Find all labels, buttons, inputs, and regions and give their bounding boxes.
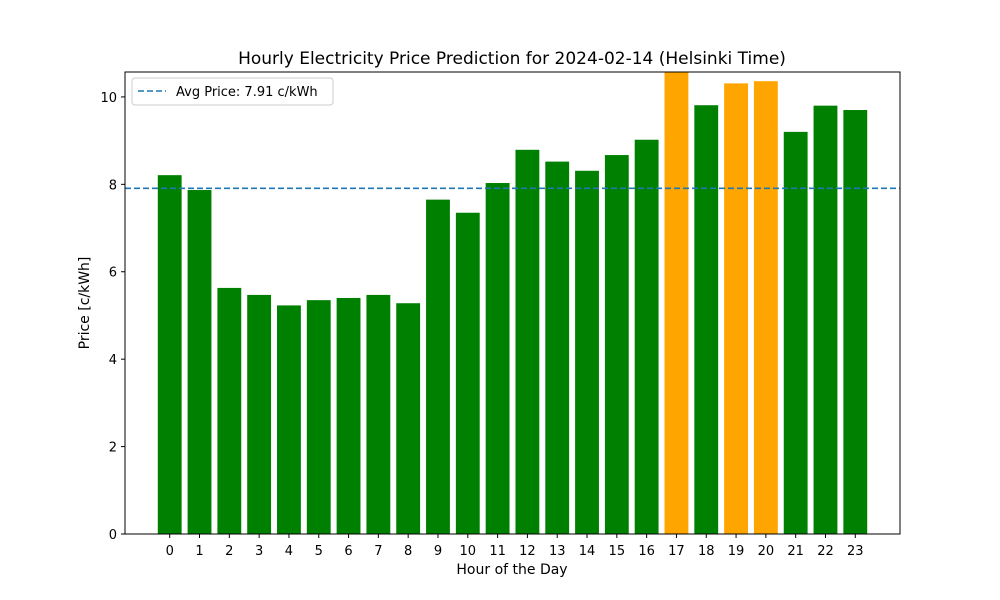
x-tick-label: 17: [668, 544, 685, 559]
bar-hour-3: [247, 294, 272, 534]
bar-hour-17: [664, 72, 689, 534]
y-tick-label: 10: [100, 91, 117, 106]
x-tick-label: 18: [698, 544, 715, 559]
legend-box: [131, 77, 334, 106]
x-tick-label: 6: [344, 544, 352, 559]
x-tick-label: 5: [315, 544, 323, 559]
x-tick-label: 10: [460, 544, 477, 559]
x-tick-label: 19: [728, 544, 745, 559]
bar-hour-14: [575, 170, 599, 534]
x-tick-label: 9: [434, 544, 442, 559]
x-axis-ticks: 0 1 2 3 4 5 6 7 8 9 10 11 12 13 14 15 16 17 18 19 20 21 22 23: [166, 534, 864, 559]
x-axis-label: Hour of the Day: [456, 562, 567, 578]
bar-hour-4: [277, 305, 301, 534]
y-tick-label: 0: [109, 528, 117, 543]
x-tick-label: 13: [549, 544, 566, 559]
bar-hour-16: [634, 139, 659, 534]
x-tick-label: 22: [817, 544, 834, 559]
bar-hour-19: [724, 83, 748, 535]
x-tick-label: 0: [166, 544, 174, 559]
bar-hour-20: [753, 81, 778, 535]
x-tick-label: 8: [404, 544, 412, 559]
x-tick-label: 4: [285, 544, 293, 559]
x-tick-label: 16: [638, 544, 655, 559]
bar-hour-10: [455, 212, 480, 535]
plot-frame: [124, 71, 901, 535]
bar-hour-8: [396, 303, 421, 534]
bar-hour-23: [843, 110, 868, 534]
x-tick-label: 14: [579, 544, 596, 559]
y-axis-ticks: 0 2 4 6 8 10: [100, 91, 125, 543]
y-tick-label: 8: [109, 178, 117, 193]
x-tick-label: 11: [489, 544, 506, 559]
x-tick-label: 15: [609, 544, 626, 559]
x-tick-label: 1: [195, 544, 203, 559]
bar-hour-2: [217, 287, 242, 534]
legend-avg-price-label: Avg Price: 7.91 c/kWh: [176, 85, 318, 100]
x-tick-label: 7: [374, 544, 382, 559]
bar-hour-11: [485, 183, 510, 534]
y-axis-label: Price [c/kWh]: [77, 257, 93, 350]
bar-hour-22: [813, 105, 838, 534]
bar-hour-7: [366, 294, 391, 534]
y-tick-label: 2: [109, 441, 117, 456]
chart-title: Hourly Electricity Price Prediction for …: [238, 49, 786, 69]
x-tick-label: 23: [847, 544, 864, 559]
x-tick-label: 12: [519, 544, 536, 559]
bar-hour-6: [336, 297, 361, 534]
bar-hour-0: [157, 175, 182, 534]
bar-hour-9: [426, 199, 450, 534]
bar-hour-12: [515, 149, 540, 534]
x-tick-label: 3: [255, 544, 263, 559]
bars-layer: [157, 72, 868, 535]
x-tick-label: 21: [787, 544, 804, 559]
x-tick-label: 2: [225, 544, 233, 559]
legend: Avg Price: 7.91 c/kWh: [131, 77, 334, 106]
bar-hour-5: [306, 300, 331, 534]
x-tick-label: 20: [758, 544, 775, 559]
y-tick-label: 4: [109, 353, 117, 368]
bar-hour-18: [694, 105, 719, 535]
bar-hour-15: [604, 155, 629, 534]
bar-hour-1: [187, 190, 212, 534]
y-tick-label: 6: [109, 266, 117, 281]
bar-hour-21: [783, 131, 808, 534]
bar-hour-13: [545, 161, 570, 534]
